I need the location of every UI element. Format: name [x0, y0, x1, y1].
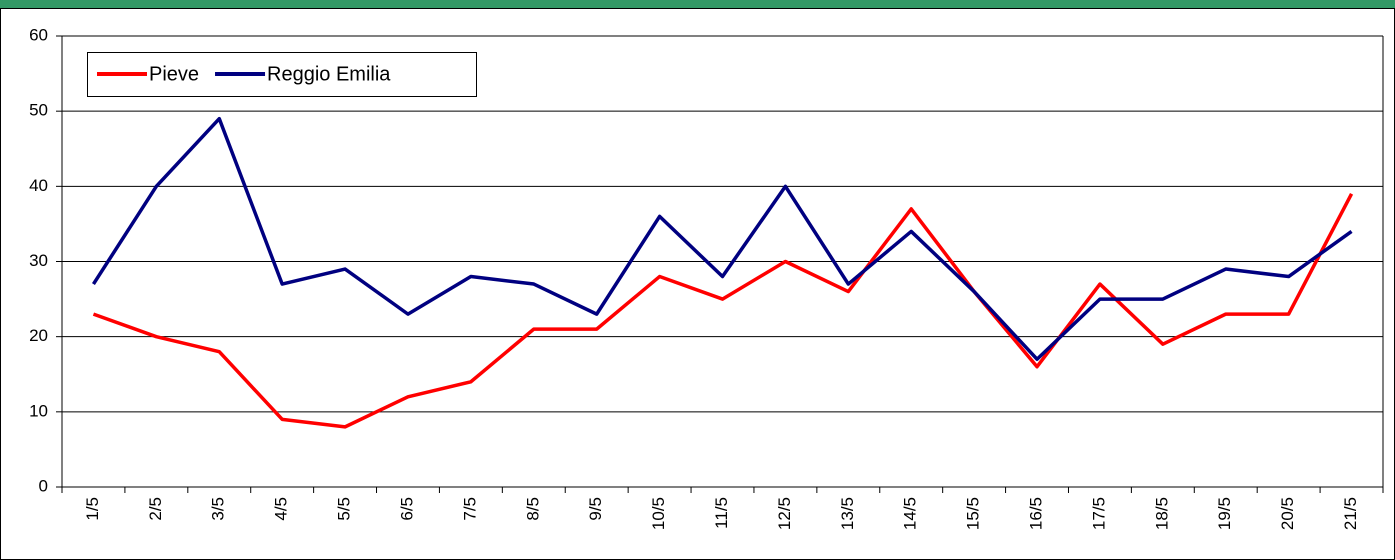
x-tick-label: 7/5	[460, 497, 479, 521]
legend-box	[87, 52, 477, 97]
y-tick-label: 60	[29, 25, 48, 44]
series-line	[91, 116, 1353, 361]
chart-frame	[0, 8, 1395, 560]
x-tick-label: 3/5	[209, 497, 228, 521]
y-tick-label: 10	[29, 401, 48, 420]
x-tick-label: 16/5	[1027, 497, 1046, 530]
x-tick-label: 2/5	[146, 497, 165, 521]
y-tick-label: 20	[29, 326, 48, 345]
x-tick-label: 11/5	[712, 497, 731, 529]
x-tick-label: 1/5	[83, 497, 102, 521]
series-line	[92, 193, 1354, 429]
header-bar	[0, 0, 1395, 8]
y-tick-label: 0	[39, 476, 48, 495]
legend-label: Reggio Emilia	[267, 63, 391, 85]
x-tick-label: 20/5	[1278, 497, 1297, 530]
y-tick-label: 50	[29, 101, 48, 120]
x-tick-label: 5/5	[335, 497, 354, 521]
y-tick-label: 30	[29, 251, 48, 270]
x-tick-label: 8/5	[523, 497, 542, 521]
x-tick-label: 21/5	[1341, 497, 1360, 530]
y-tick-label: 40	[29, 176, 48, 195]
x-tick-label: 6/5	[397, 497, 416, 521]
x-tick-label: 9/5	[586, 497, 605, 521]
x-tick-label: 15/5	[964, 497, 983, 530]
x-tick-label: 4/5	[272, 497, 291, 521]
x-tick-label: 19/5	[1215, 497, 1234, 530]
x-tick-label: 18/5	[1152, 497, 1171, 530]
x-tick-label: 14/5	[901, 497, 920, 530]
x-tick-label: 10/5	[649, 497, 668, 530]
legend-label: Pieve	[149, 63, 199, 85]
x-tick-label: 12/5	[775, 497, 794, 530]
x-tick-label: 13/5	[838, 497, 857, 530]
x-tick-label: 17/5	[1089, 497, 1108, 530]
